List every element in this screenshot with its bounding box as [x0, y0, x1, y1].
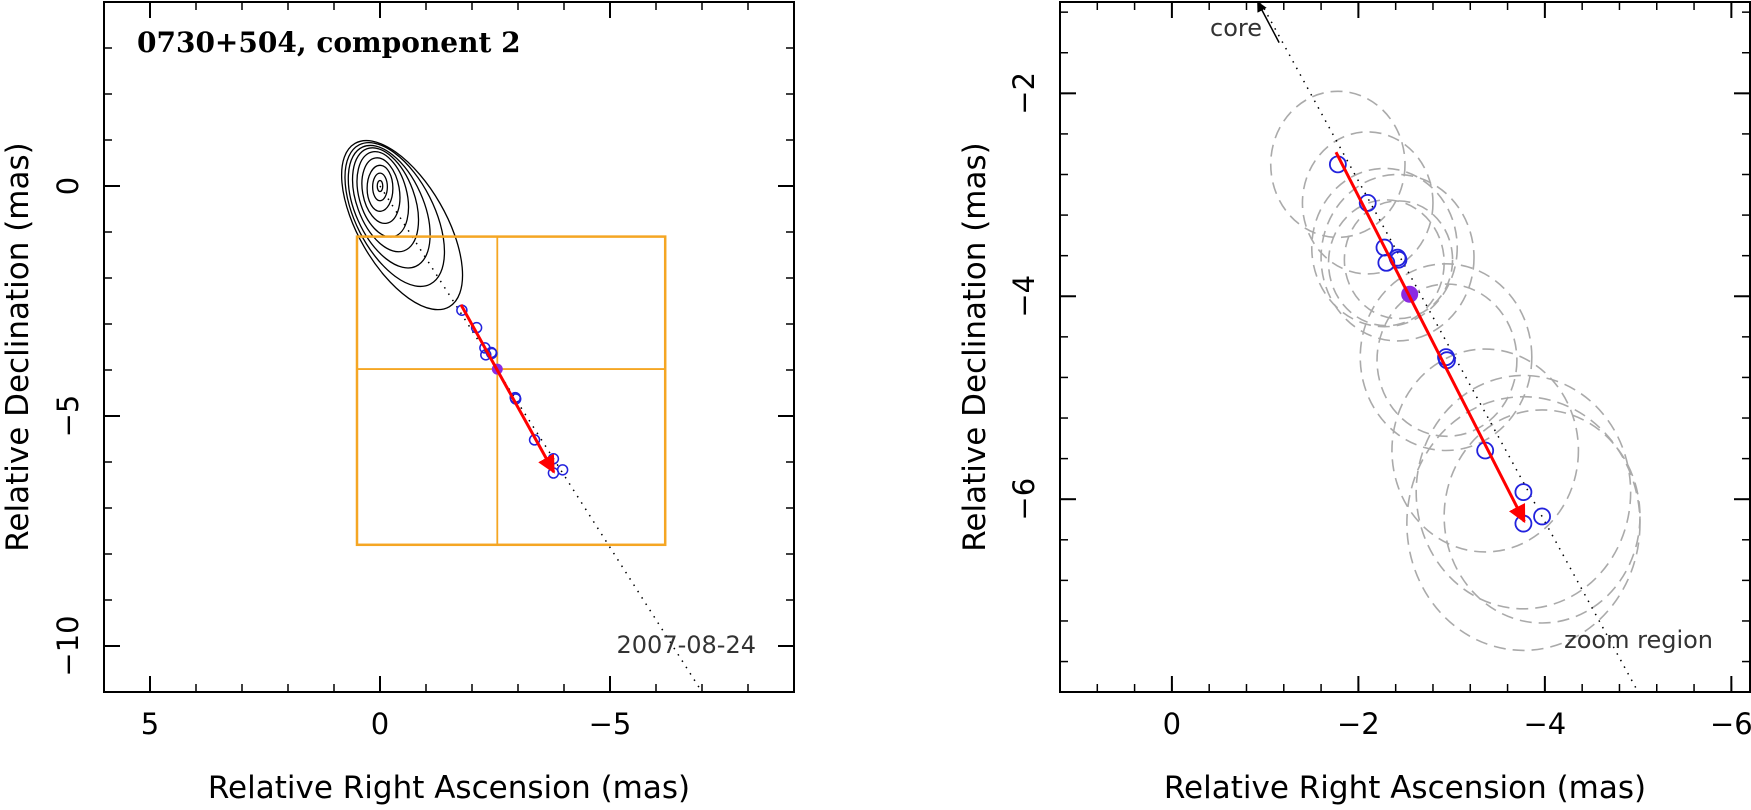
x-tick-label: −2 — [1337, 707, 1380, 741]
x-tick-label: −5 — [589, 707, 632, 741]
component-point — [1377, 253, 1396, 272]
x-tick-label: −4 — [1523, 707, 1566, 741]
motion-vector-arrow — [1334, 151, 1526, 524]
beam-circle — [1301, 131, 1434, 275]
jet-axis — [379, 185, 703, 692]
zoom-box — [355, 235, 667, 547]
beam-size-circles — [1269, 90, 1641, 652]
contour-level — [340, 139, 464, 311]
core-direction-arrow — [1257, 1, 1280, 43]
jet-axis-line — [1259, 2, 1639, 692]
axis-ticks: 0 −2 −4 −6 −2 −4 −6 — [1007, 2, 1751, 741]
y-tick-label: −2 — [1007, 72, 1041, 115]
beam-circle — [1406, 395, 1641, 652]
contour-level — [371, 172, 389, 202]
y-tick-label: 0 — [51, 177, 85, 195]
contour-level — [351, 147, 420, 253]
motion-vector — [459, 303, 556, 474]
x-tick-label: −6 — [1710, 707, 1751, 741]
plot-frame — [1059, 1, 1751, 693]
zoom-region-label: zoom region — [1564, 626, 1713, 654]
motion-vector — [1334, 151, 1526, 524]
axis-ticks: 5 0 −5 0 −5 −10 — [51, 1, 795, 741]
y-tick-label: −4 — [1007, 275, 1041, 318]
component-point — [556, 464, 569, 476]
motion-vector-arrow — [459, 303, 556, 474]
core-label: core — [1210, 14, 1262, 42]
y-axis-label: Relative Declination (mas) — [957, 142, 993, 552]
beam-circle — [1391, 348, 1580, 553]
beam-circle — [1359, 262, 1533, 452]
y-tick-label: −6 — [1007, 478, 1041, 521]
jet-axis — [1259, 2, 1639, 692]
plot-frame — [103, 1, 795, 693]
component-markers — [456, 304, 569, 479]
left-panel: 5 0 −5 0 −5 −10 0730+504, component 2 2007-08… — [0, 1, 795, 806]
beam-circle — [1415, 374, 1632, 610]
beam-circle — [1443, 409, 1641, 624]
beam-circle — [1343, 200, 1454, 320]
contour-level — [376, 179, 384, 193]
beam-circle — [1269, 90, 1406, 239]
contour-level — [361, 157, 401, 225]
right-panel: 0 −2 −4 −6 −2 −4 −6 core zoom region Relative … — [957, 1, 1751, 806]
x-tick-label: 0 — [1163, 707, 1181, 741]
intensity-contours — [340, 139, 464, 311]
contour-level — [366, 164, 394, 212]
x-tick-label: 5 — [141, 707, 159, 741]
component-point — [1533, 507, 1551, 526]
y-axis-label: Relative Declination (mas) — [0, 142, 36, 552]
contour-level — [347, 144, 431, 269]
epoch-label: 2007-08-24 — [617, 631, 756, 659]
beam-circle — [1310, 167, 1459, 328]
core-arrow — [1257, 1, 1280, 43]
x-axis-label: Relative Right Ascension (mas) — [208, 770, 690, 806]
x-axis-label: Relative Right Ascension (mas) — [1164, 770, 1646, 806]
beam-circle — [1327, 199, 1445, 327]
component-markers — [1328, 155, 1551, 533]
component-point — [1358, 194, 1377, 212]
contour-level — [344, 141, 446, 288]
x-tick-label: 0 — [371, 707, 389, 741]
beam-circle — [1320, 173, 1475, 342]
jet-axis-line — [379, 185, 703, 692]
zoom-region-box — [355, 235, 667, 547]
y-tick-label: −5 — [51, 395, 85, 438]
beam-circle — [1376, 283, 1518, 438]
component-point — [1514, 483, 1533, 502]
panel-title: 0730+504, component 2 — [137, 26, 521, 59]
y-tick-label: −10 — [51, 615, 85, 676]
